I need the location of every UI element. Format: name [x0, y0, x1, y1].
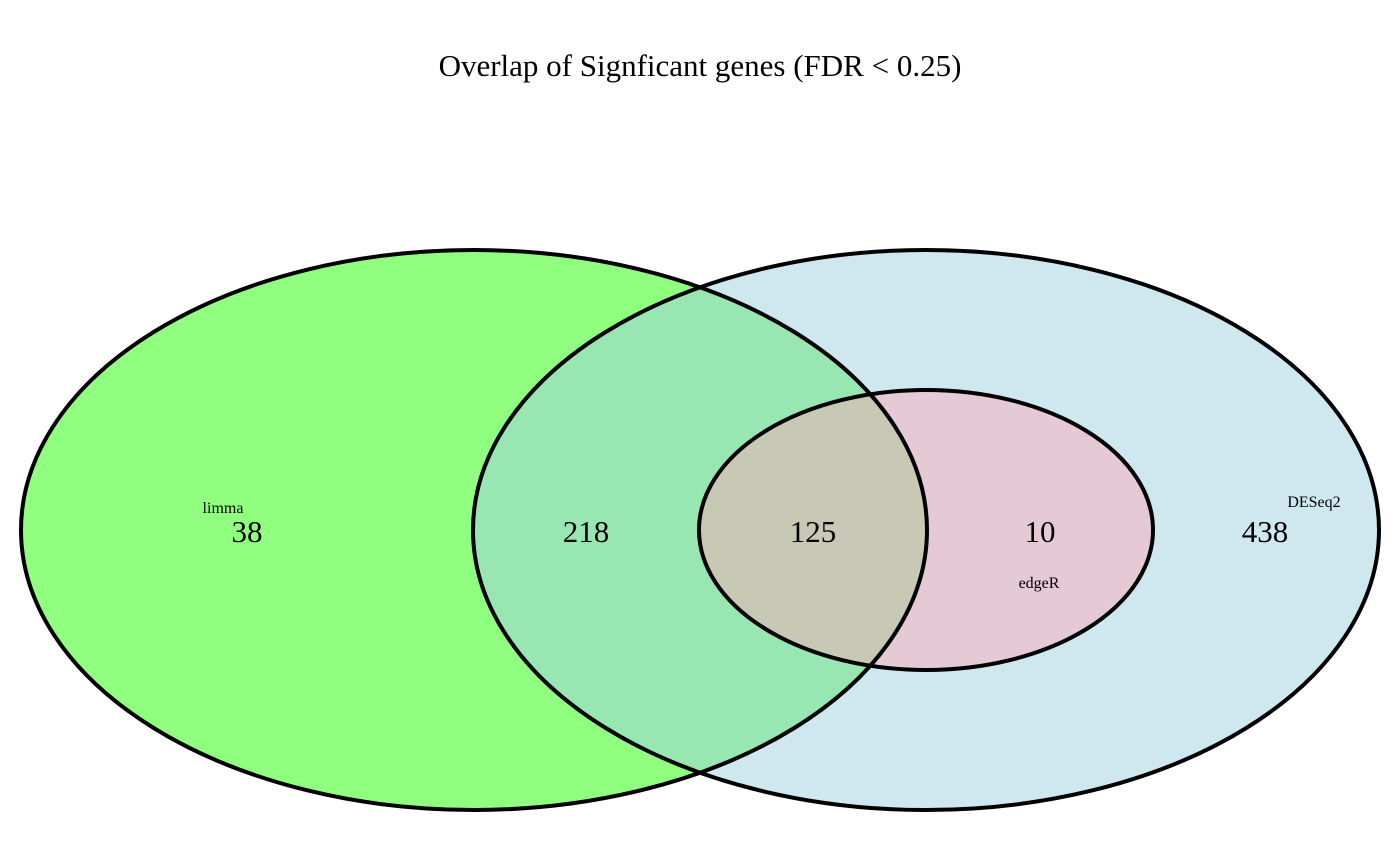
count-deseq2-only: 438: [1242, 514, 1289, 549]
count-limma-deseq2: 218: [563, 514, 610, 549]
count-limma-only: 38: [232, 514, 263, 549]
count-all-three: 125: [790, 514, 837, 549]
set-label-deseq2: DESeq2: [1287, 494, 1340, 511]
limma-set-outline: [19, 248, 929, 812]
count-deseq2-edger: 10: [1025, 514, 1056, 549]
diagram-title: Overlap of Signficant genes (FDR < 0.25): [439, 48, 962, 83]
set-label-limma: limma: [203, 500, 244, 517]
edger-set-outline: [697, 388, 1155, 672]
deseq2-set-outline: [471, 248, 1381, 812]
set-label-edger: edgeR: [1019, 575, 1060, 592]
